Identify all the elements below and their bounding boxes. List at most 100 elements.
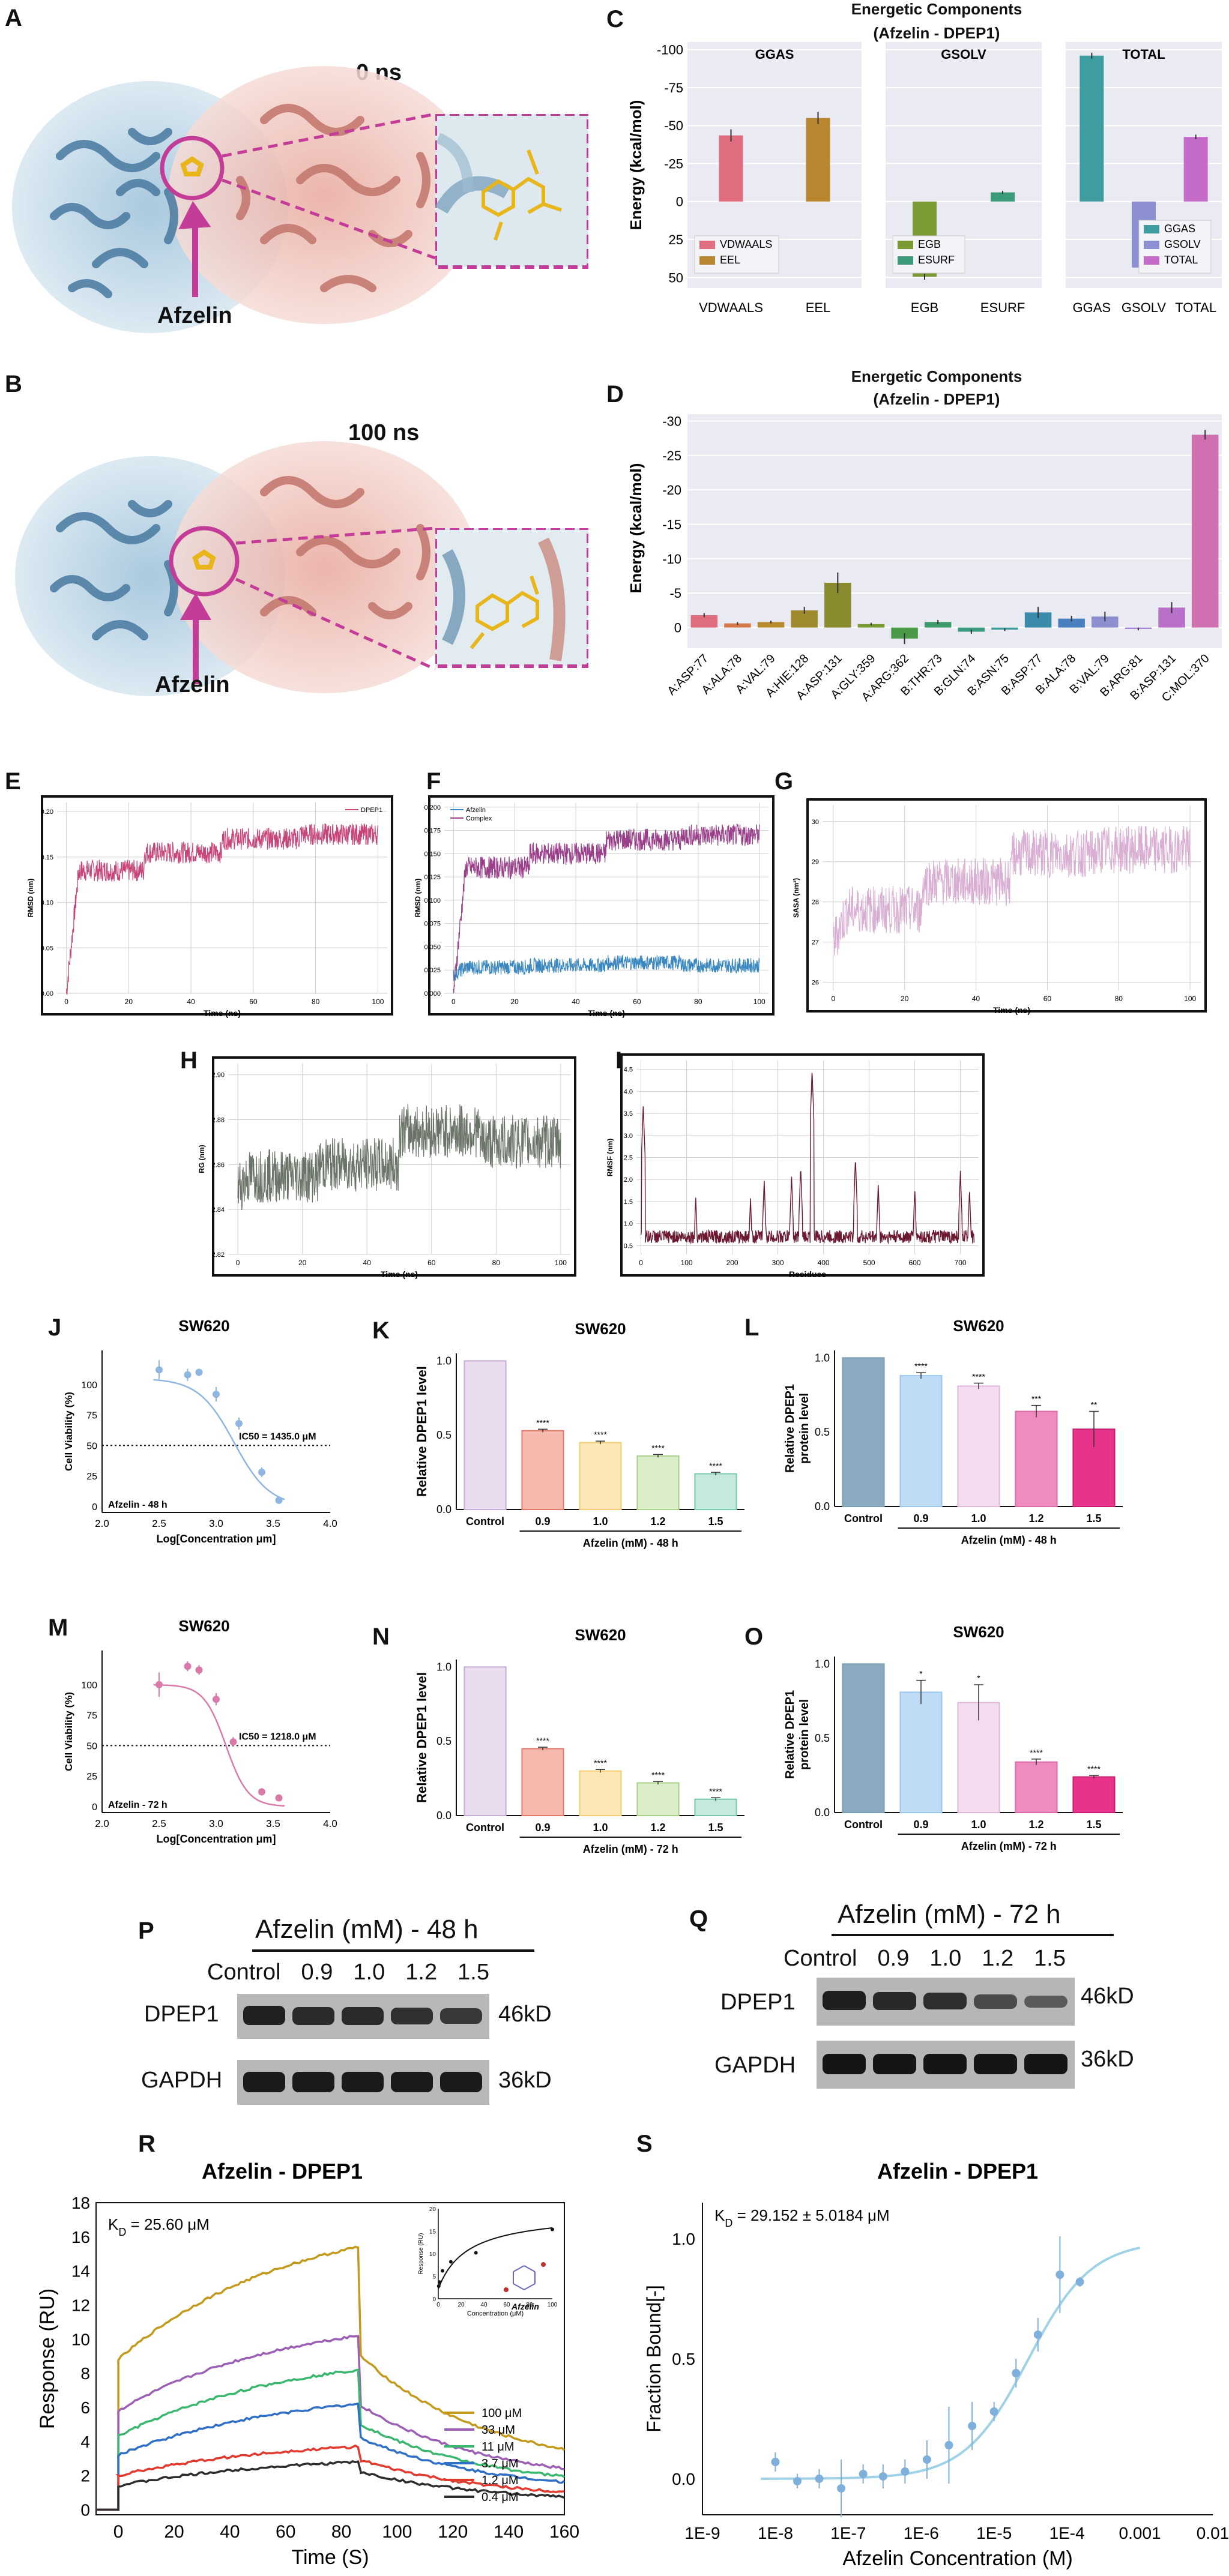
chart-h-series-line <box>237 1104 561 1211</box>
chart-f-xtick: 40 <box>572 998 580 1006</box>
chart-f-ytick: 0.025 <box>424 967 441 974</box>
chart-j-point <box>235 1419 243 1427</box>
chart-k-ytick: 0.0 <box>436 1503 451 1515</box>
panel-label-f: F <box>426 768 441 795</box>
chart-c-subtitle: (Afzelin - DPEP1) <box>873 24 1000 42</box>
chart-k-title: SW620 <box>575 1320 626 1338</box>
chart-n-xtick: 1.5 <box>708 1822 723 1834</box>
chart-c-ytick: 25 <box>669 232 683 247</box>
chart-f-xtick: 20 <box>510 998 519 1006</box>
chart-r-legend-label: 1.2 μM <box>482 2474 519 2487</box>
panel-a-ligand-label: Afzelin <box>157 303 232 328</box>
chart-h-ytick: 2.90 <box>212 1072 225 1079</box>
chart-c-facet-title: GSOLV <box>941 47 986 62</box>
chart-s-xtick: 1E-8 <box>758 2524 793 2542</box>
chart-i-rmsf: 0.5 1.0 1.5 2.0 2.5 3.0 3.5 4.0 4.5 0 100 200 300 400… <box>606 1053 985 1279</box>
chart-s-point <box>1012 2369 1021 2377</box>
chart-k-xtick: 1.5 <box>708 1515 723 1527</box>
chart-s-kd: KD = 29.152 ± 5.0184 μM <box>714 2206 890 2229</box>
chart-d-ytick: -30 <box>662 414 681 429</box>
chart-r-xtick: 160 <box>549 2522 579 2542</box>
chart-f-xtick: 80 <box>694 998 702 1006</box>
chart-r-inset-ytick: 10 <box>429 2251 436 2258</box>
chart-c-ytick: 50 <box>669 270 683 285</box>
chart-m-point <box>184 1663 192 1670</box>
chart-c-xtick: GSOLV <box>1122 300 1167 315</box>
chart-i-ylabel: RMSF (nm) <box>606 1139 614 1176</box>
chart-s-point <box>968 2422 977 2430</box>
chart-c-bar <box>991 192 1015 202</box>
chart-c-legend-swatch <box>699 241 715 249</box>
chart-s-point <box>859 2470 868 2478</box>
chart-o-significance: * <box>977 1673 980 1683</box>
chart-j-point <box>275 1496 283 1504</box>
chart-s-point <box>878 2472 887 2481</box>
chart-k-xtick: Control <box>466 1515 504 1527</box>
chart-i-xtick: 200 <box>726 1259 738 1267</box>
chart-k-significance: **** <box>594 1430 607 1439</box>
chart-h-frame <box>212 1056 576 1277</box>
chart-r-series-line <box>96 2402 565 2511</box>
chart-n-bar <box>636 1782 680 1816</box>
chart-s-xtick: 1E-7 <box>830 2524 866 2542</box>
chart-c-ytick: -50 <box>664 118 683 133</box>
chart-g-xtick: 60 <box>1043 995 1052 1003</box>
chart-n-bar <box>464 1666 507 1816</box>
chart-r-ytick: 6 <box>80 2398 90 2417</box>
blot-q-lane-label: Control <box>784 1946 857 1971</box>
chart-r-inset-fit <box>438 2227 553 2289</box>
chart-k-significance: **** <box>651 1443 665 1452</box>
panel-label-r: R <box>138 2131 156 2157</box>
afzelin-molecule-icon <box>504 2262 546 2292</box>
chart-s-xtick: 0.01 <box>1197 2524 1229 2542</box>
chart-g-xtick: 80 <box>1115 995 1123 1003</box>
chart-c-title: Energetic Components <box>851 0 1022 18</box>
chart-r-kd: KD = 25.60 μM <box>108 2215 210 2238</box>
chart-j-xtick: 2.0 <box>95 1518 109 1529</box>
chart-k-relative-dpep1-48h: SW620 0.0 0.5 1.0 Relative DPEP1 level Contro… <box>414 1320 744 1549</box>
chart-m-xlabel: Log[Concentration μm] <box>157 1833 276 1845</box>
chart-s-point <box>793 2477 802 2485</box>
chart-f-ytick: 0.075 <box>424 921 441 928</box>
chart-i-ytick: 0.5 <box>624 1242 633 1250</box>
panel-label-c: C <box>606 6 624 32</box>
chart-h-xtick: 80 <box>492 1259 501 1267</box>
chart-o-ytick: 0.0 <box>815 1807 830 1819</box>
chart-d-ytick: -15 <box>662 517 681 532</box>
chart-c-legend-label: TOTAL <box>1164 254 1198 266</box>
panel-b-ligand-label: Afzelin <box>155 672 230 697</box>
blot-p-header-rule <box>252 1949 534 1952</box>
chart-f-ytick: 0.125 <box>424 874 441 881</box>
chart-m-point <box>275 1794 283 1802</box>
chart-o-title: SW620 <box>953 1623 1004 1641</box>
chart-c-xtick: EEL <box>806 300 831 315</box>
chart-s-point <box>922 2455 931 2464</box>
chart-l-bar <box>957 1385 1000 1507</box>
chart-d-ytick: -5 <box>669 586 681 601</box>
chart-r-inset-xtick: 80 <box>526 2302 533 2308</box>
blot-q-row-size: 36kD <box>1081 2047 1134 2072</box>
chart-r-series-line <box>96 2444 565 2511</box>
chart-h-ylabel: RG (nm) <box>198 1145 206 1173</box>
chart-r-inset-point <box>551 2227 554 2231</box>
chart-k-ytick: 0.5 <box>436 1429 451 1441</box>
chart-i-series-line <box>640 1073 975 1245</box>
chart-i-ytick: 2.0 <box>624 1176 633 1184</box>
chart-n-bar <box>521 1748 564 1816</box>
chart-c-bar <box>806 118 830 202</box>
chart-r-inset-ytick: 5 <box>432 2274 436 2281</box>
chart-l-xtick: 1.2 <box>1028 1512 1043 1524</box>
chart-r-xtick: 140 <box>494 2522 524 2542</box>
chart-g-ytick: 30 <box>812 819 819 826</box>
chart-l-significance: **** <box>914 1361 928 1371</box>
chart-c-legend-label: ESURF <box>918 254 955 266</box>
chart-h-xtick: 60 <box>427 1259 436 1267</box>
chart-r-inset-point <box>441 2269 445 2273</box>
chart-s-xtick: 1E-5 <box>976 2524 1012 2542</box>
blot-q-lanes: Control 0.9 1.0 1.2 1.5 <box>784 1946 1066 1972</box>
chart-i-frame <box>620 1053 985 1277</box>
chart-f-xlabel: Time (ns) <box>588 1008 625 1018</box>
chart-e-xtick: 0 <box>64 998 68 1006</box>
panel-label-j: J <box>48 1314 62 1341</box>
